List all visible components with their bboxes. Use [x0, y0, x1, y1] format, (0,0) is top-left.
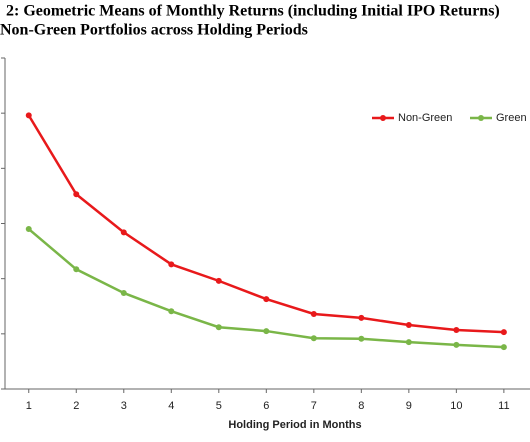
point — [310, 335, 317, 342]
point — [120, 290, 127, 297]
point — [405, 322, 412, 329]
point — [73, 191, 80, 198]
point — [120, 229, 127, 236]
point — [500, 344, 507, 351]
point — [453, 326, 460, 333]
point — [168, 261, 175, 268]
legend-marker — [478, 115, 484, 121]
chart-title: 2: Geometric Means of Monthly Returns (i… — [6, 3, 500, 20]
point — [25, 226, 32, 233]
x-tick-label: 8 — [358, 400, 364, 412]
point — [358, 314, 365, 321]
x-tick-label: 2 — [73, 400, 79, 412]
x-tick-label: 11 — [498, 400, 509, 412]
point — [168, 308, 175, 315]
point — [310, 310, 317, 317]
point — [215, 277, 222, 284]
legend-marker — [380, 115, 386, 121]
x-tick-label: 6 — [263, 400, 269, 412]
point — [215, 324, 222, 331]
point — [405, 339, 412, 346]
point — [263, 328, 270, 335]
point — [358, 335, 365, 342]
legend-label: Non-Green — [398, 112, 452, 124]
x-axis-label: Holding Period in Months — [228, 419, 361, 431]
x-tick-label: 10 — [450, 400, 462, 412]
x-tick-label: 7 — [311, 400, 317, 412]
x-tick-label: 3 — [121, 400, 127, 412]
x-tick-label: 5 — [216, 400, 222, 412]
point — [263, 296, 270, 303]
x-tick-label: 1 — [26, 400, 32, 412]
point — [453, 341, 460, 348]
point — [73, 266, 80, 273]
legend-label: Green — [496, 112, 527, 124]
point — [500, 329, 507, 336]
point — [25, 112, 32, 119]
x-tick-label: 9 — [406, 400, 412, 412]
chart-title: Non-Green Portfolios across Holding Peri… — [0, 22, 308, 39]
x-tick-label: 4 — [168, 400, 174, 412]
